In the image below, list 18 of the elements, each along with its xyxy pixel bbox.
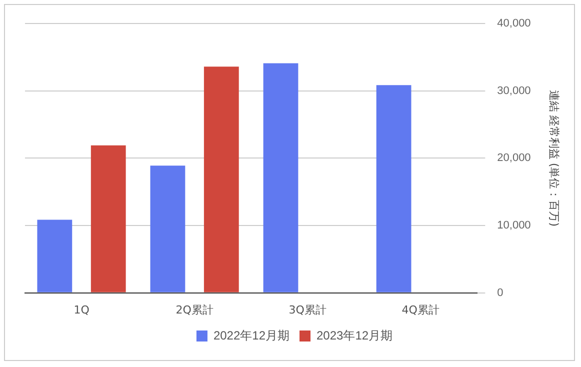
x-tick-label: 3Q累計 [288, 303, 326, 316]
bar [37, 220, 72, 292]
y-tick-label: 0 [497, 286, 504, 299]
bar [90, 145, 126, 292]
y-axis-title: 連結 経常利益 (単位：百万) [548, 90, 561, 226]
legend-label: 2023年12月期 [316, 328, 393, 342]
bar [376, 85, 412, 292]
y-tick-label: 30,000 [497, 84, 531, 97]
y-tick-label: 40,000 [497, 18, 531, 30]
y-tick-label: 20,000 [497, 152, 531, 164]
x-tick-label: 4Q累計 [402, 303, 440, 316]
y-tick-label: 10,000 [497, 220, 531, 232]
x-tick-label: 1Q [74, 303, 90, 316]
bar [263, 63, 298, 292]
x-tick-label: 2Q累計 [176, 303, 214, 316]
legend-label: 2022年12月期 [213, 328, 290, 342]
bar [150, 166, 186, 292]
bar [204, 66, 239, 292]
